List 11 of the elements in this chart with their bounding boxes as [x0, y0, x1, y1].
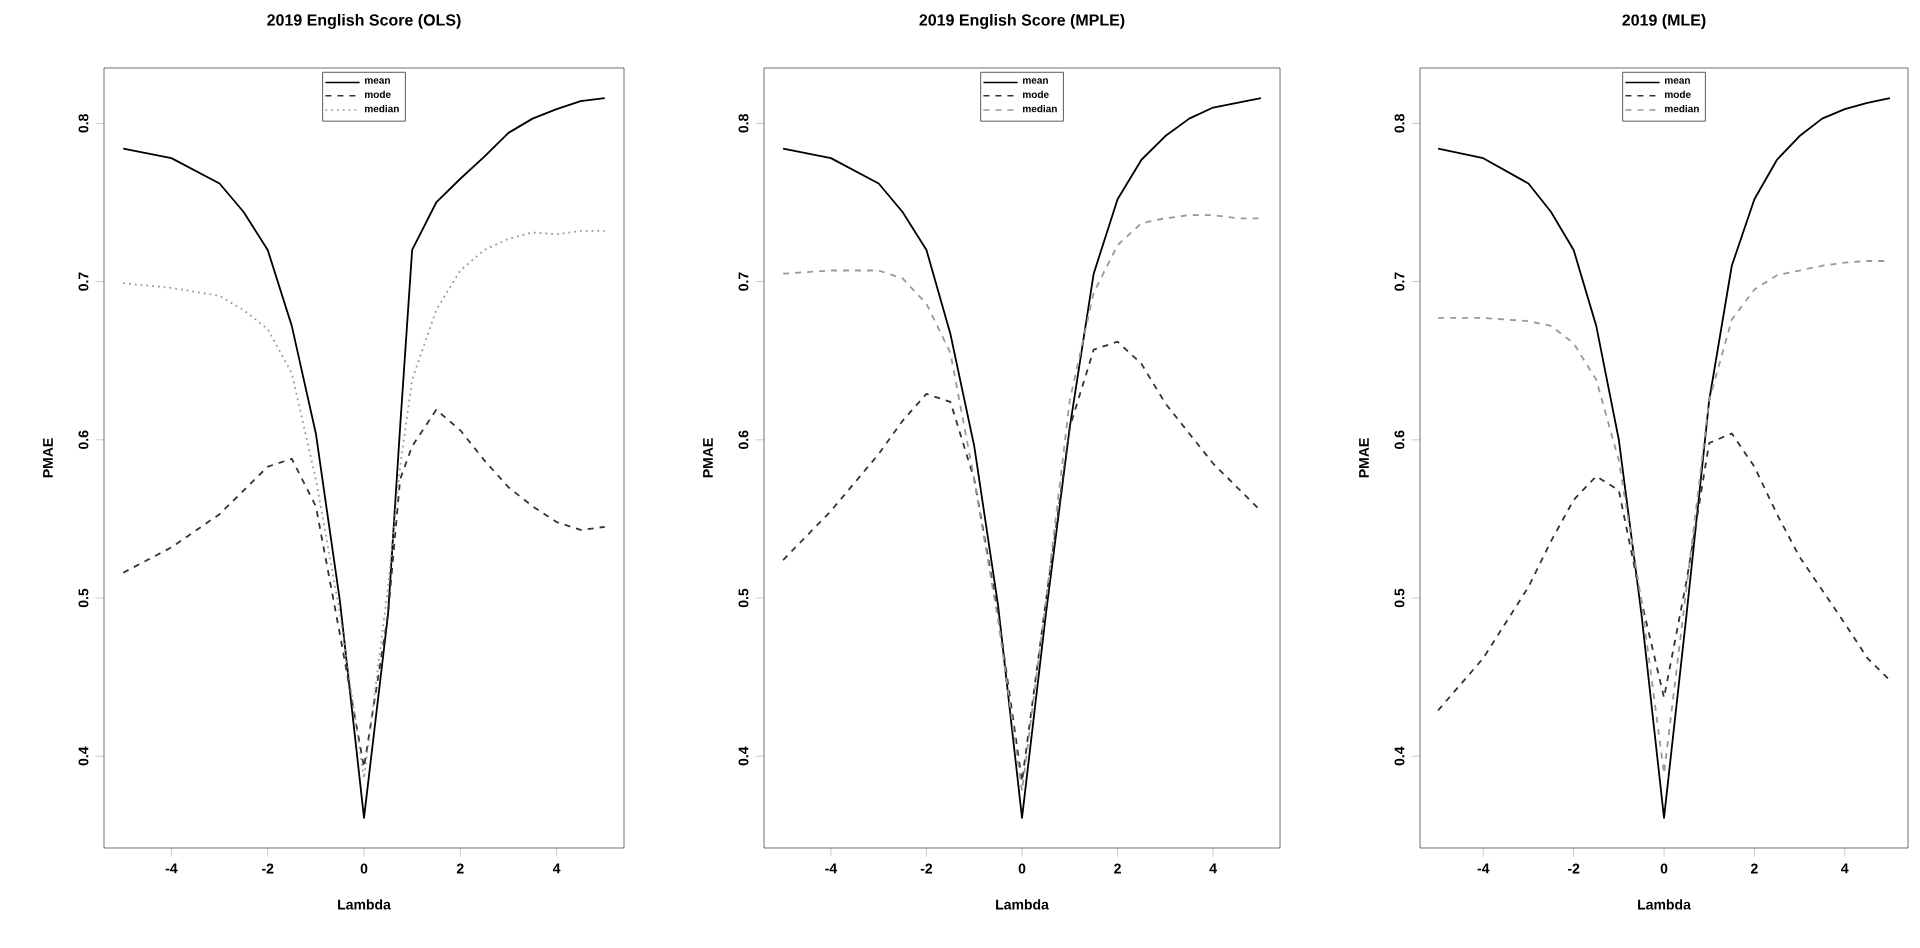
chart-title: 2019 English Score (OLS): [267, 13, 461, 29]
line-series: [1437, 432, 1891, 712]
line-series: [782, 97, 1262, 819]
line-series: [122, 97, 606, 819]
line-series: [782, 214, 1262, 792]
chart-title: 2019 (MLE): [1622, 14, 1706, 29]
line-series: [782, 340, 1262, 783]
chart-title: 2019 English Score (MPLE): [919, 13, 1125, 29]
line-series: [122, 408, 606, 769]
line-series: [1437, 97, 1891, 819]
line-series: [122, 230, 606, 780]
